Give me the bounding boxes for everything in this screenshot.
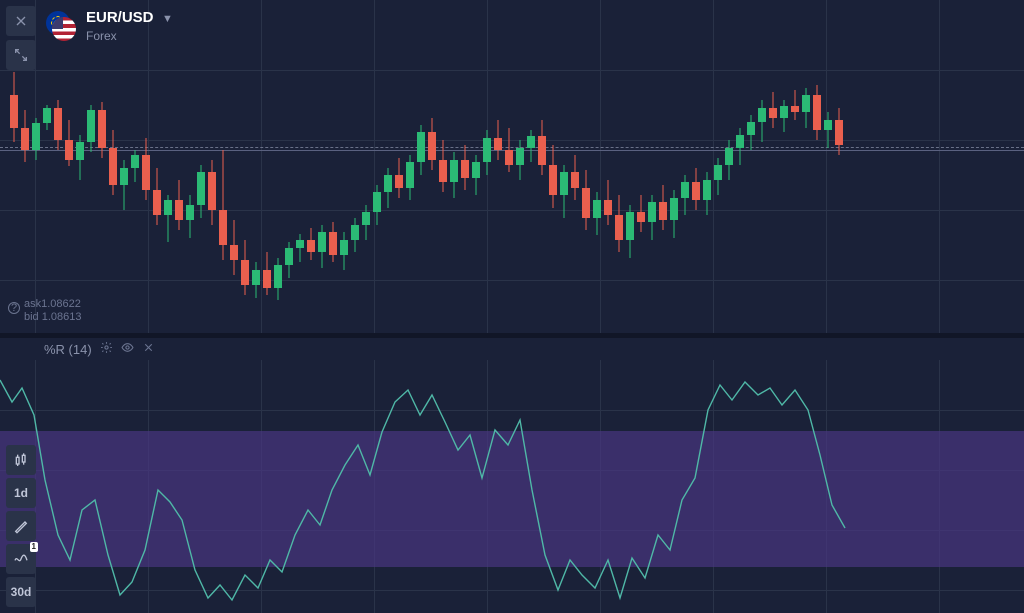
pair-symbol: EUR/USD <box>86 9 154 26</box>
period-button[interactable]: 30d <box>6 577 36 607</box>
chart-type-button[interactable] <box>6 445 36 475</box>
indicator-label: %R (14) <box>44 342 92 357</box>
indicator-panel[interactable] <box>0 360 1024 613</box>
fullscreen-toggle-button[interactable] <box>6 40 36 70</box>
ask-label: ask <box>24 298 41 310</box>
indicator-line <box>0 360 1024 613</box>
pair-category: Forex <box>86 29 173 43</box>
currency-flags-icon <box>46 11 76 41</box>
close-button[interactable] <box>6 6 36 36</box>
chevron-down-icon: ▼ <box>162 13 173 25</box>
ask-value: 1.08622 <box>41 298 81 310</box>
indicator-remove-button[interactable] <box>142 341 155 357</box>
draw-button[interactable] <box>6 511 36 541</box>
period-label: 30d <box>11 585 32 599</box>
indicators-count-badge: 1 <box>30 542 38 552</box>
timeframe-button[interactable]: 1d <box>6 478 36 508</box>
indicators-button[interactable]: 1 <box>6 544 36 574</box>
bid-label: bid <box>24 311 39 323</box>
candlestick-chart[interactable] <box>0 0 1024 335</box>
bid-value: 1.08613 <box>42 311 82 323</box>
indicator-header: %R (14) <box>0 338 155 360</box>
pair-selector[interactable]: EUR/USD ▼ Forex <box>46 9 173 43</box>
indicator-visibility-button[interactable] <box>121 341 134 357</box>
quote-block: ask1.08622 bid 1.08613 <box>24 298 82 324</box>
price-reference-line <box>0 147 1024 148</box>
timeframe-label: 1d <box>14 486 28 500</box>
help-icon[interactable]: ? <box>8 302 20 314</box>
indicator-settings-button[interactable] <box>100 341 113 357</box>
